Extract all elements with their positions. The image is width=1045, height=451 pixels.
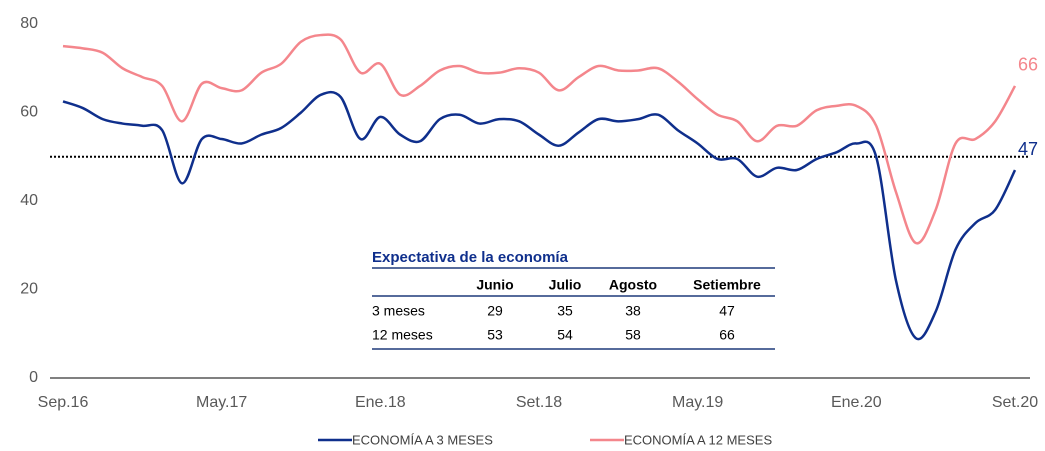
table-header: Agosto: [609, 277, 657, 293]
y-tick-label: 40: [20, 192, 38, 209]
y-tick-label: 60: [20, 104, 38, 121]
table-row-label: 12 meses: [372, 327, 433, 343]
table-header: Julio: [549, 277, 582, 293]
x-tick-label: Sep.16: [38, 394, 89, 411]
legend-label: ECONOMÍA A 12 MESES: [624, 432, 772, 447]
legend-label: ECONOMÍA A 3 MESES: [352, 432, 493, 447]
table-header: Setiembre: [693, 277, 761, 293]
x-tick-label: May.19: [672, 394, 723, 411]
end-label: 66: [1018, 55, 1038, 75]
end-label: 47: [1018, 139, 1038, 159]
y-tick-label: 0: [29, 369, 38, 386]
line-series: [62, 90, 1017, 341]
table-cell: 54: [557, 327, 573, 343]
table-title: Expectativa de la economía: [372, 249, 569, 266]
line-series: [62, 33, 1017, 245]
y-tick-label: 80: [20, 15, 38, 32]
table-cell: 35: [557, 303, 573, 319]
table-cell: 53: [487, 327, 503, 343]
table-header: Junio: [476, 277, 513, 293]
x-tick-label: Ene.20: [831, 394, 882, 411]
x-tick-label: May.17: [196, 394, 247, 411]
y-tick-label: 20: [20, 281, 38, 298]
table-cell: 38: [625, 303, 641, 319]
x-tick-label: Set.20: [992, 394, 1038, 411]
table-cell: 66: [719, 327, 735, 343]
table-cell: 29: [487, 303, 503, 319]
x-tick-label: Set.18: [516, 394, 562, 411]
table-row-label: 3 meses: [372, 303, 425, 319]
table-cell: 47: [719, 303, 735, 319]
table-cell: 58: [625, 327, 641, 343]
x-tick-label: Ene.18: [355, 394, 406, 411]
